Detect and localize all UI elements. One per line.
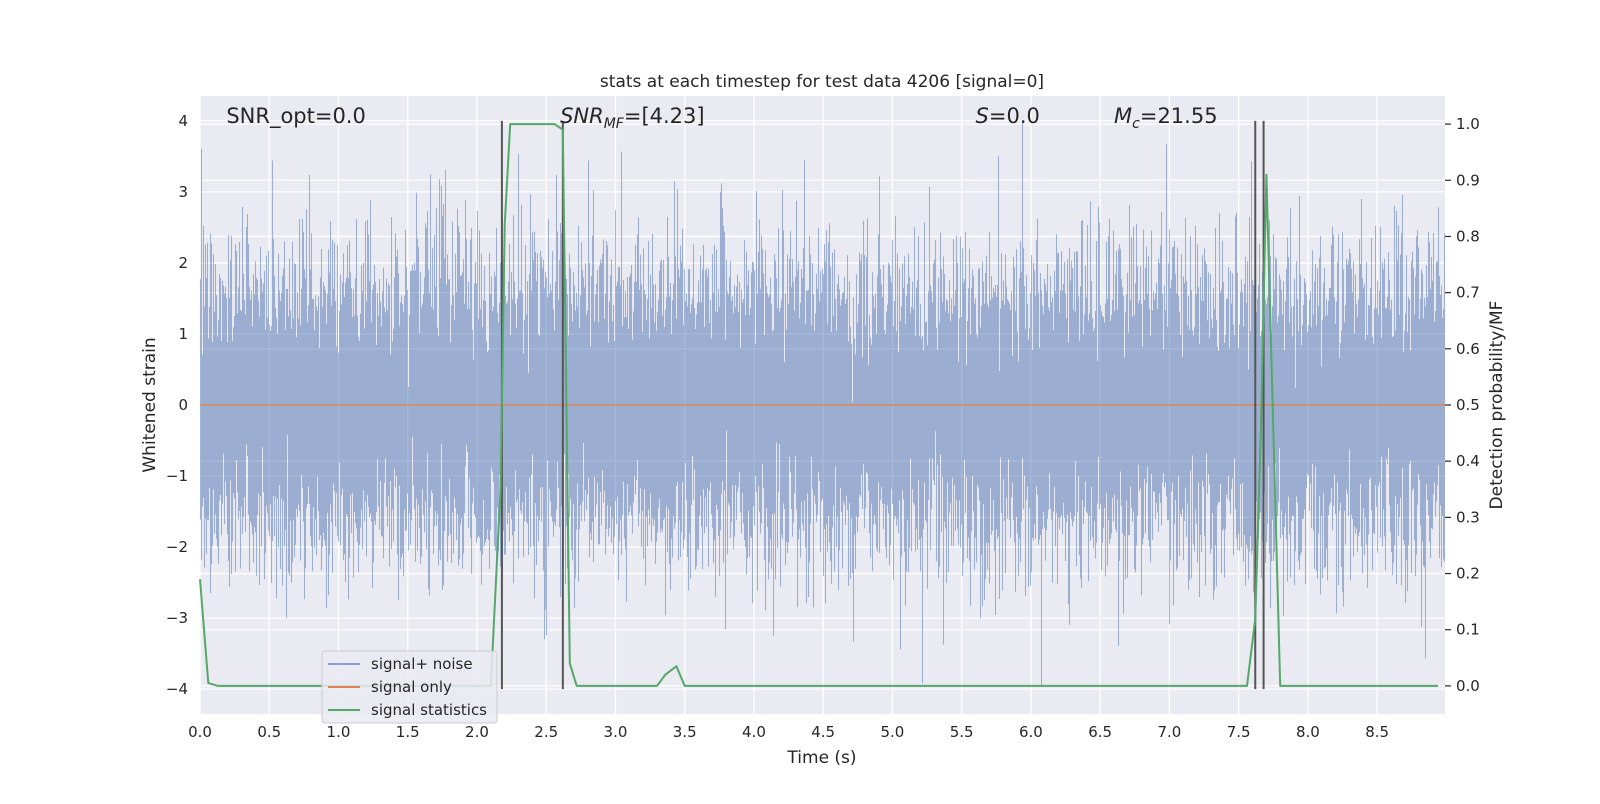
x-tick-label: 0.0: [188, 723, 212, 741]
legend: signal+ noise signal only signal statist…: [321, 650, 498, 724]
x-tick-label: 1.0: [327, 723, 351, 741]
y2-axis-label: Detection probability/MF: [1487, 301, 1507, 510]
annotation: SNR_opt=0.0: [226, 104, 366, 129]
annotation: S=0.0: [976, 104, 1040, 128]
y-tick-label: 1: [178, 325, 188, 343]
y-tick-label: 4: [178, 112, 188, 130]
y2-tick-label: 0.5: [1456, 396, 1480, 414]
legend-box: [321, 650, 498, 724]
x-tick-label: 2.5: [534, 723, 558, 741]
y2-tick-label: 0.8: [1456, 227, 1480, 245]
y-tick-label: −1: [166, 467, 188, 485]
y-axis-ticks: −4 −3 −2 −1 0 1 2 3 4: [166, 112, 188, 698]
x-tick-label: 6.0: [1019, 723, 1043, 741]
x-tick-label: 0.5: [257, 723, 281, 741]
y-tick-label: −3: [166, 609, 188, 627]
y-tick-label: 2: [178, 254, 188, 272]
y2-tick-label: 0.0: [1456, 677, 1480, 695]
legend-label-signal-only: signal only: [371, 678, 452, 696]
x-tick-label: 1.5: [396, 723, 420, 741]
legend-label-signal-statistics: signal statistics: [371, 701, 487, 719]
x-axis-label: Time (s): [786, 748, 856, 768]
x-tick-label: 8.0: [1296, 723, 1320, 741]
y2-tick-label: 0.3: [1456, 508, 1480, 526]
noise-trace: [199, 120, 1446, 687]
y2-tick-label: 0.4: [1456, 452, 1480, 470]
x-tick-label: 4.5: [811, 723, 835, 741]
y2-tick-label: 1.0: [1456, 115, 1480, 133]
x-tick-label: 3.5: [673, 723, 697, 741]
x-tick-label: 8.5: [1365, 723, 1389, 741]
noise-series: [199, 120, 1446, 687]
y2-tick-label: 0.7: [1456, 284, 1480, 302]
y2-axis-ticks: 0.0 0.1 0.2 0.3 0.4 0.5 0.6 0.7 0.8 0.9 1.0: [1445, 115, 1480, 695]
x-tick-label: 6.5: [1088, 723, 1112, 741]
annotation: Mc=21.55: [1114, 104, 1218, 132]
x-tick-label: 5.0: [881, 723, 905, 741]
y-tick-label: −2: [166, 538, 188, 556]
y-tick-label: −4: [166, 680, 188, 698]
chart-title: stats at each timestep for test data 420…: [600, 72, 1044, 92]
y2-tick-label: 0.2: [1456, 565, 1480, 583]
y2-tick-label: 0.9: [1456, 171, 1480, 189]
x-tick-label: 7.0: [1157, 723, 1181, 741]
y2-tick-label: 0.6: [1456, 340, 1480, 358]
legend-label-noise: signal+ noise: [371, 655, 473, 673]
y-tick-label: 3: [178, 183, 188, 201]
x-tick-label: 3.0: [604, 723, 628, 741]
annotations: SNR_opt=0.0 SNRMF=[4.23] S=0.0 Mc=21.55: [226, 104, 1217, 132]
x-tick-label: 7.5: [1227, 723, 1251, 741]
x-tick-label: 4.0: [742, 723, 766, 741]
x-tick-label: 5.5: [950, 723, 974, 741]
x-tick-label: 2.0: [465, 723, 489, 741]
y-axis-label: Whitened strain: [140, 337, 160, 472]
x-axis-ticks: 0.0 0.5 1.0 1.5 2.0 2.5 3.0 3.5 4.0 4.5 5.0 5.5 6.0 6…: [188, 723, 1389, 741]
annotation: SNRMF=[4.23]: [560, 104, 705, 132]
y-tick-label: 0: [178, 396, 188, 414]
y2-tick-label: 0.1: [1456, 621, 1480, 639]
